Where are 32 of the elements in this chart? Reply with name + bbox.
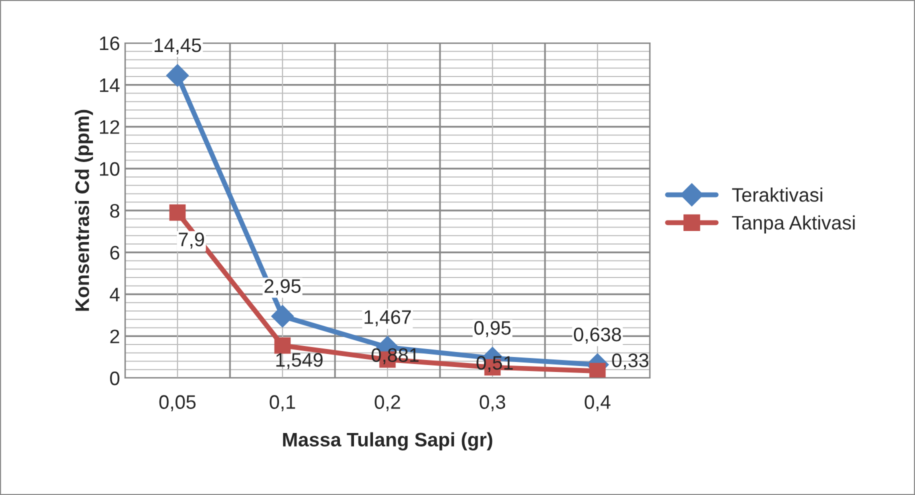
data-label: 14,45 [154, 38, 202, 54]
y-tick-label: 14 [100, 78, 120, 92]
point [274, 337, 291, 354]
x-axis-title: Massa Tulang Sapi (gr) [283, 432, 492, 450]
data-label: 2,95 [264, 279, 301, 296]
y-tick-label: 2 [110, 330, 120, 344]
x-tick-label: 0,2 [374, 395, 400, 412]
y-tick-label: 12 [100, 120, 120, 134]
point [589, 362, 606, 378]
y-tick-label: 6 [110, 246, 120, 260]
point [166, 64, 189, 87]
legend-label: Teraktivasi [732, 188, 822, 202]
x-tick-label: 0,1 [270, 395, 296, 412]
legend-label: Tanpa Aktivasi [732, 215, 855, 234]
x-tick-label: 0,05 [159, 395, 196, 412]
data-label: 0,95 [474, 321, 511, 338]
data-label: 0,638 [574, 328, 621, 344]
data-label: 0,51 [476, 356, 513, 372]
data-label: 1,549 [276, 353, 323, 370]
data-label: 7,9 [178, 232, 204, 249]
point [271, 304, 294, 328]
y-tick-label: 16 [100, 36, 120, 50]
data-label: 1,467 [364, 310, 411, 326]
y-axis-title: Konsentrasi Cd (ppm) [74, 110, 93, 311]
point [169, 204, 186, 221]
y-tick-label: 0 [110, 371, 120, 386]
data-label: 0,33 [612, 353, 648, 370]
y-tick-label: 4 [110, 288, 120, 302]
x-tick-label: 0,4 [584, 395, 610, 412]
x-tick-label: 0,3 [480, 395, 506, 412]
y-tick-label: 10 [100, 162, 120, 176]
y-tick-label: 8 [110, 204, 120, 218]
